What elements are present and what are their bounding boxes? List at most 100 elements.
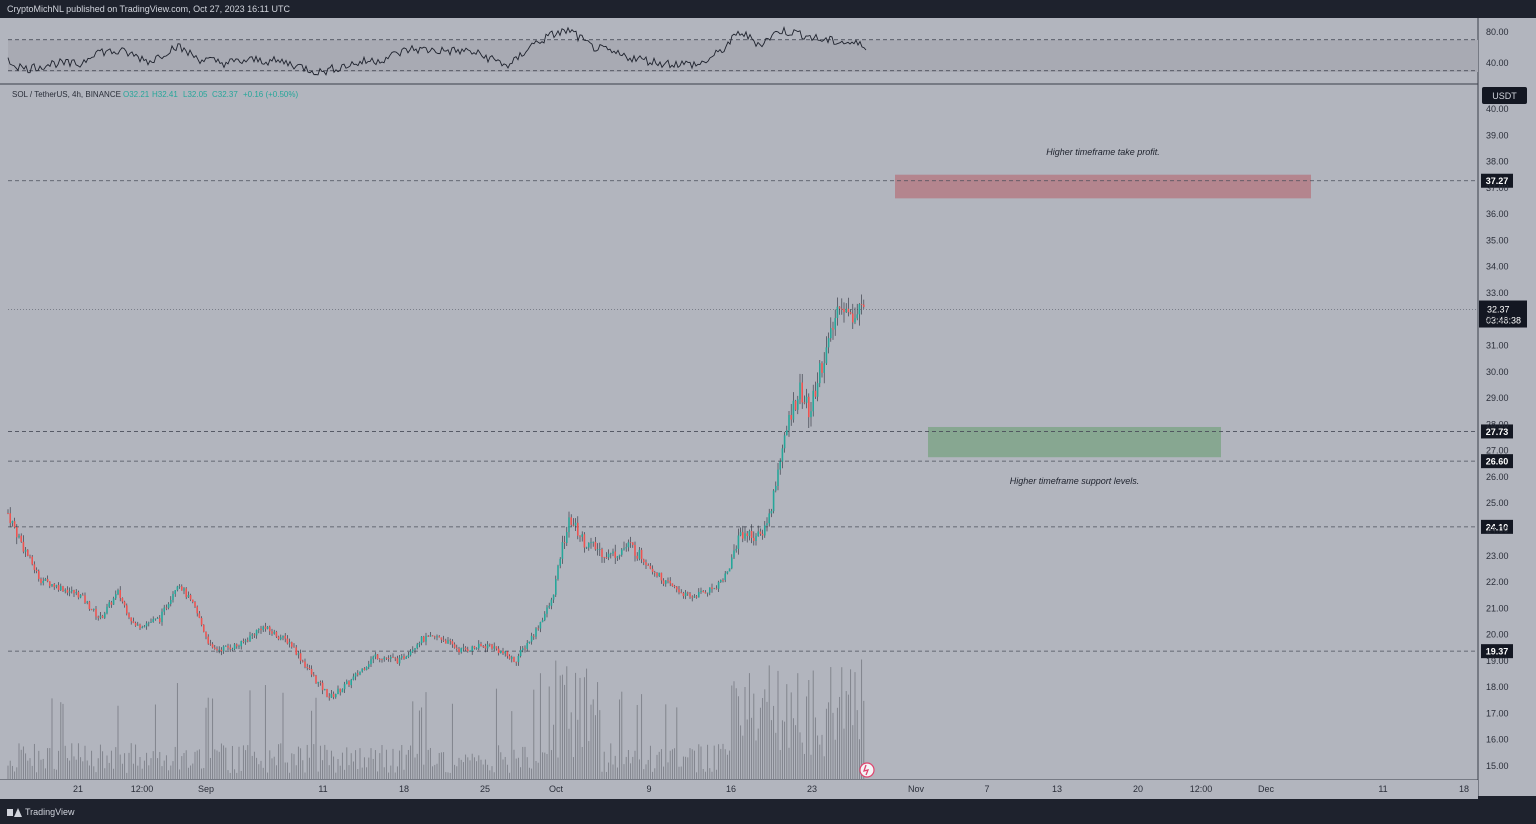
candle-body (451, 641, 454, 645)
candle-body (64, 589, 66, 592)
candle-body (22, 541, 25, 552)
candle-body (220, 649, 223, 652)
candle-body (537, 628, 539, 630)
candle-body (233, 644, 236, 650)
candle-body (673, 586, 676, 587)
candle-body (698, 591, 700, 598)
candle-body (343, 684, 346, 690)
candle-body (77, 592, 80, 598)
candle-body (557, 565, 559, 580)
candle-body (519, 649, 522, 656)
candle-body (291, 642, 293, 647)
publish-info-text: CryptoMichNL published on TradingView.co… (7, 4, 290, 14)
candle-body (548, 605, 550, 608)
candle-body (854, 318, 856, 323)
candle-body (42, 580, 44, 584)
candle-body (104, 613, 106, 618)
candle-body (563, 542, 566, 543)
take-profit-zone[interactable] (895, 174, 1311, 199)
candle-body (819, 363, 821, 384)
candle-body (478, 643, 480, 649)
candle-body (330, 693, 333, 698)
candle-body (728, 568, 731, 572)
tradingview-logo[interactable]: TradingView (7, 807, 75, 817)
candle-body (834, 317, 836, 330)
candle-body (757, 531, 759, 537)
candle-body (572, 524, 575, 526)
price-tick-label: 17.00 (1486, 708, 1509, 718)
time-tick-label: 25 (480, 784, 490, 794)
candle-body (561, 542, 564, 559)
candle-body (60, 586, 62, 590)
candle-body (262, 626, 264, 631)
candle-body (513, 656, 515, 662)
candle-body (700, 590, 702, 592)
price-tick-label: 32.00 (1486, 314, 1509, 324)
candle-body (90, 609, 93, 611)
price-tick-label: 18.00 (1486, 682, 1509, 692)
candle-body (315, 675, 317, 684)
candle-body (550, 599, 553, 606)
candle-body (40, 578, 42, 584)
candle-body (93, 608, 95, 611)
candle-body (541, 620, 544, 623)
candle-body (174, 590, 176, 594)
candle-body (420, 636, 423, 644)
candle-body (11, 521, 14, 524)
candle-body (154, 618, 157, 620)
candle-body (625, 547, 627, 549)
candle-body (150, 621, 152, 623)
candle-body (770, 511, 773, 514)
candle-body (405, 656, 407, 659)
support-zone-label: Higher timeframe support levels. (1010, 476, 1140, 486)
candle-body (123, 601, 126, 606)
time-axis[interactable]: 21 12:00 Sep 11 18 25 Oct 9 16 23 Nov 7 13 20 12:00 Dec… (73, 784, 1469, 794)
candle-body (678, 589, 680, 593)
candle-body (49, 581, 51, 587)
candle-body (112, 598, 115, 605)
currency-badge[interactable] (1482, 87, 1527, 104)
candle-body (412, 649, 414, 652)
candle-body (368, 664, 370, 668)
price-axis[interactable]: 40.00 39.00 38.00 37.00 36.00 35.00 34.00 33.00… (1486, 104, 1509, 771)
price-tick-label: 25.00 (1486, 498, 1509, 508)
rsi-tick-label: 40.00 (1486, 58, 1509, 68)
ohlc-close: C32.37 (212, 90, 238, 99)
candle-body (282, 635, 284, 638)
alert-icon[interactable] (859, 762, 875, 778)
candle-body (856, 314, 858, 319)
candle-body (610, 553, 612, 555)
candle-body (621, 549, 623, 555)
candle-body (495, 646, 498, 649)
time-tick-label: 18 (1459, 784, 1469, 794)
candle-body (273, 631, 275, 634)
candle-body (385, 657, 388, 659)
ohlc-low: L32.05 (183, 90, 208, 99)
price-tick-label: 29.00 (1486, 393, 1509, 403)
candle-body (471, 646, 473, 651)
candle-body (288, 642, 291, 644)
candle-body (832, 328, 834, 330)
candle-body (86, 601, 88, 603)
candle-body (121, 597, 124, 602)
candle-body (392, 656, 394, 658)
candle-body (799, 382, 801, 400)
time-axis-background (0, 780, 1478, 799)
ohlc-high: H32.41 (152, 90, 178, 99)
candle-body (508, 656, 511, 659)
candle-body (260, 628, 262, 631)
candle-body (722, 579, 724, 581)
support-zone[interactable] (928, 426, 1221, 458)
candle-body (431, 635, 434, 637)
candle-body (651, 568, 654, 572)
candle-body (390, 656, 392, 659)
candle-body (772, 490, 775, 512)
candle-body (629, 542, 632, 544)
candle-body (847, 308, 850, 313)
candle-body (445, 640, 447, 644)
footer-bar: TradingView (0, 799, 1536, 824)
time-tick-label: 11 (318, 784, 327, 794)
candle-body (200, 617, 203, 625)
candle-body (810, 411, 812, 418)
